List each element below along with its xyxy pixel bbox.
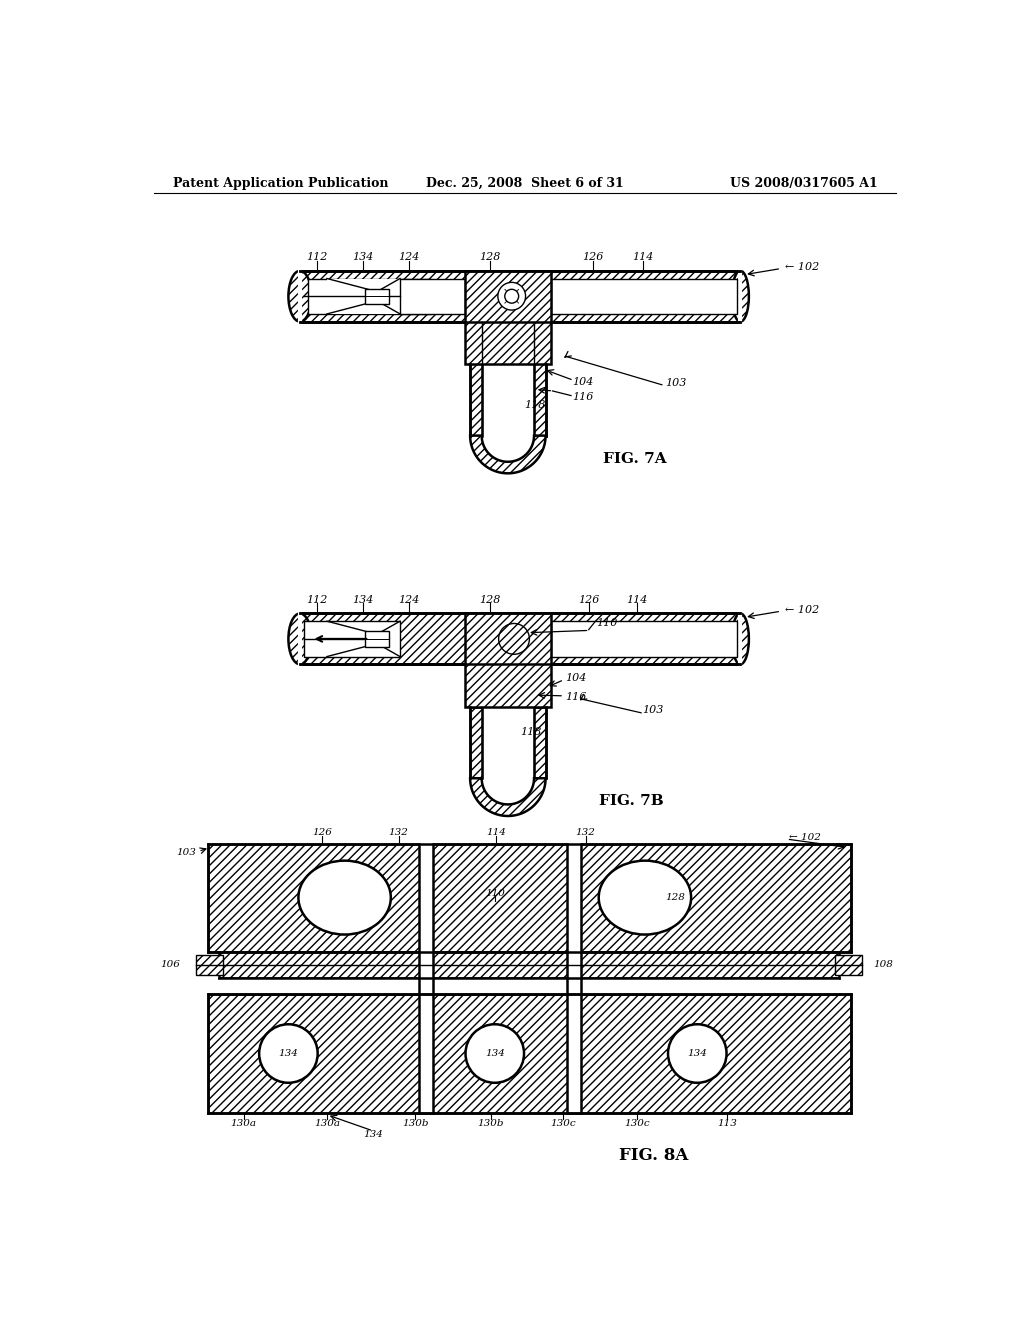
Polygon shape — [470, 322, 481, 436]
Circle shape — [466, 1024, 524, 1082]
Text: ← 102: ← 102 — [788, 833, 821, 842]
Text: FIG. 7B: FIG. 7B — [599, 795, 664, 808]
Ellipse shape — [599, 861, 691, 935]
Text: 114: 114 — [632, 252, 653, 261]
Circle shape — [259, 1024, 317, 1082]
Text: 134: 134 — [352, 594, 374, 605]
Text: FIG. 8A: FIG. 8A — [620, 1147, 689, 1164]
Text: 106: 106 — [161, 961, 180, 969]
Text: 103: 103 — [176, 849, 196, 858]
Bar — [532, 271, 546, 364]
Text: 118: 118 — [524, 400, 546, 409]
Text: 132: 132 — [575, 828, 596, 837]
Polygon shape — [470, 436, 546, 474]
Bar — [419, 767, 433, 1113]
Text: FIG. 7A: FIG. 7A — [603, 451, 667, 466]
Bar — [219, 978, 839, 994]
Text: 130a: 130a — [314, 1119, 340, 1127]
Text: 124: 124 — [398, 594, 420, 605]
Text: 118: 118 — [520, 727, 542, 737]
Bar — [465, 614, 551, 706]
Bar — [366, 289, 388, 304]
Circle shape — [498, 282, 525, 310]
Text: 104: 104 — [571, 376, 593, 387]
Text: 130b: 130b — [477, 1119, 504, 1127]
Polygon shape — [470, 779, 546, 816]
Text: 103: 103 — [666, 379, 687, 388]
Bar — [470, 271, 483, 364]
Polygon shape — [327, 279, 400, 314]
Text: 126: 126 — [578, 594, 599, 605]
Text: 110: 110 — [484, 890, 505, 898]
Bar — [208, 843, 851, 952]
Bar — [481, 322, 535, 436]
Text: Dec. 25, 2008  Sheet 6 of 31: Dec. 25, 2008 Sheet 6 of 31 — [426, 177, 624, 190]
Text: 103: 103 — [643, 705, 664, 715]
Text: 124: 124 — [398, 252, 420, 261]
Text: 134: 134 — [484, 1049, 505, 1059]
Text: 116: 116 — [571, 392, 593, 403]
Circle shape — [505, 289, 518, 304]
Bar — [551, 279, 736, 314]
Text: 130a: 130a — [230, 1119, 257, 1127]
Bar — [307, 279, 431, 314]
Text: 130b: 130b — [402, 1119, 429, 1127]
Text: 112: 112 — [306, 594, 328, 605]
Ellipse shape — [289, 271, 311, 322]
Polygon shape — [535, 322, 546, 436]
Text: 134: 134 — [364, 1130, 383, 1139]
Text: 132: 132 — [388, 828, 409, 837]
Text: 134: 134 — [687, 1049, 708, 1059]
Text: 116: 116 — [565, 693, 587, 702]
Text: 134: 134 — [352, 252, 374, 261]
Bar — [304, 622, 400, 656]
Bar — [551, 622, 736, 656]
Circle shape — [499, 623, 529, 655]
Ellipse shape — [298, 861, 391, 935]
Bar — [366, 631, 388, 647]
Text: 130c: 130c — [551, 1119, 577, 1127]
Polygon shape — [470, 706, 481, 779]
Bar — [219, 952, 839, 978]
Circle shape — [668, 1024, 727, 1082]
Bar — [196, 956, 223, 974]
Text: 130c: 130c — [625, 1119, 650, 1127]
Bar — [465, 271, 551, 364]
Bar — [300, 271, 740, 322]
Text: 104: 104 — [565, 673, 587, 684]
Text: 126: 126 — [312, 828, 332, 837]
Text: 113: 113 — [718, 1119, 737, 1127]
Bar — [300, 614, 740, 664]
Ellipse shape — [289, 614, 311, 664]
Bar — [567, 767, 581, 1113]
Bar — [208, 994, 851, 1113]
Polygon shape — [535, 706, 546, 779]
Text: US 2008/0317605 A1: US 2008/0317605 A1 — [730, 177, 878, 190]
Text: 110: 110 — [596, 619, 617, 628]
Text: 126: 126 — [582, 252, 603, 261]
Bar — [836, 956, 862, 974]
Text: 128: 128 — [666, 894, 686, 902]
Text: ← 102: ← 102 — [785, 605, 819, 615]
Text: 112: 112 — [306, 252, 328, 261]
Ellipse shape — [732, 271, 749, 322]
Text: 128: 128 — [479, 252, 501, 261]
Text: 114: 114 — [486, 828, 506, 837]
Text: 128: 128 — [479, 594, 501, 605]
Bar — [481, 706, 535, 779]
Text: ← 102: ← 102 — [785, 261, 819, 272]
Text: 134: 134 — [279, 1049, 298, 1059]
Text: 108: 108 — [873, 961, 894, 969]
Bar — [400, 279, 465, 314]
Text: Patent Application Publication: Patent Application Publication — [173, 177, 388, 190]
Text: 114: 114 — [627, 594, 648, 605]
Ellipse shape — [732, 614, 749, 664]
